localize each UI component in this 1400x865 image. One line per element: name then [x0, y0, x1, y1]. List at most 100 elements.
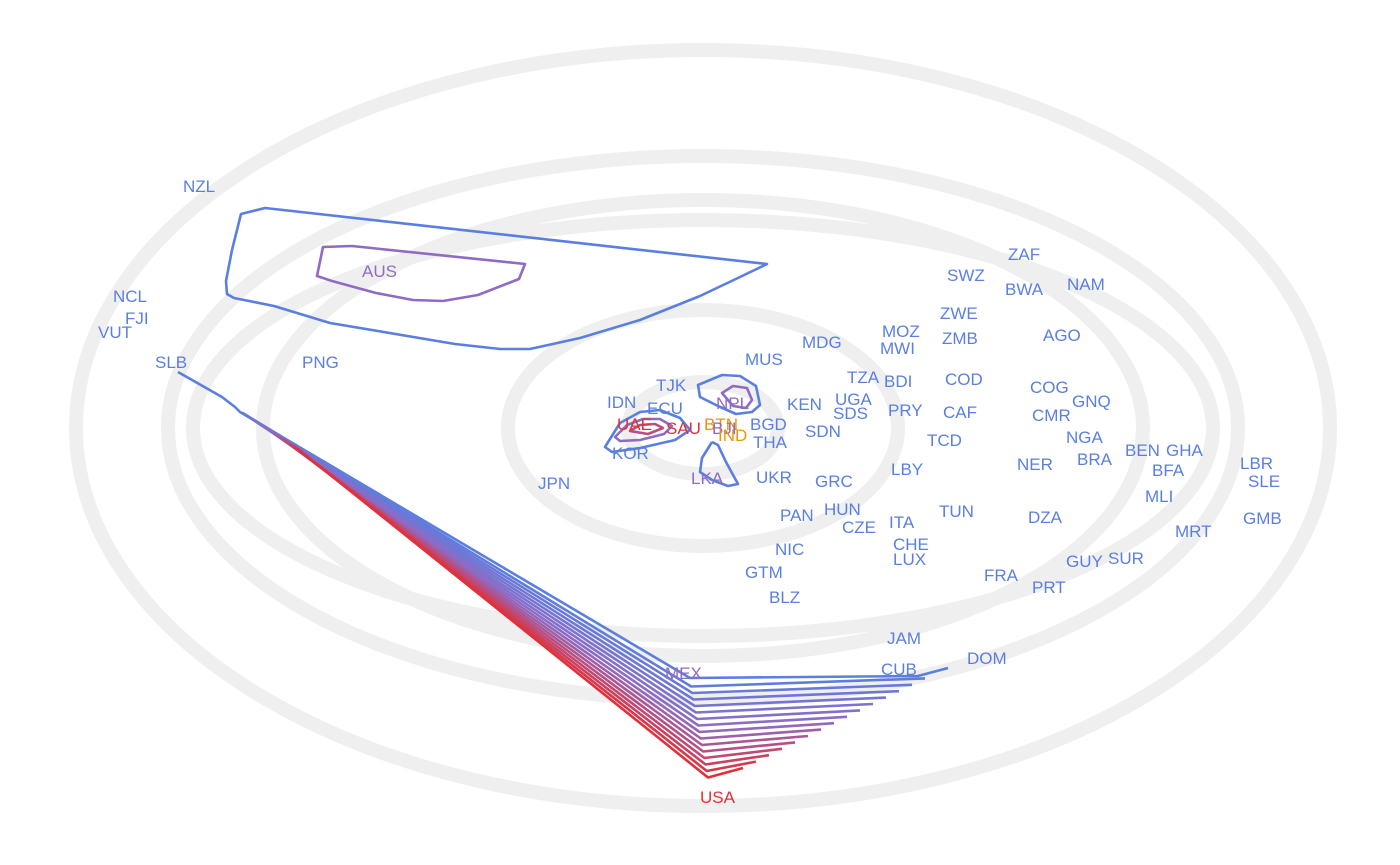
- contour-band-7: [265, 427, 848, 727]
- country-label-lby: LBY: [891, 460, 923, 479]
- country-label-bwa: BWA: [1005, 280, 1044, 299]
- country-label-sle: SLE: [1248, 472, 1280, 491]
- country-label-cmr: CMR: [1032, 406, 1071, 425]
- contour-band-5: [257, 421, 874, 714]
- contour-band-9: [273, 432, 822, 740]
- country-label-mli: MLI: [1145, 487, 1173, 506]
- ring-2: [186, 213, 1220, 643]
- contour-band-15: [297, 447, 744, 779]
- contour-band-6: [261, 424, 861, 721]
- country-label-sur: SUR: [1108, 549, 1144, 568]
- contour-oceania-outer: [224, 206, 769, 351]
- country-label-zwe: ZWE: [940, 304, 978, 323]
- country-label-ben: BEN: [1125, 441, 1160, 460]
- country-label-tjk: TJK: [656, 376, 687, 395]
- country-label-slb: SLB: [155, 353, 187, 372]
- country-label-gmb: GMB: [1243, 509, 1282, 528]
- country-label-nic: NIC: [775, 540, 804, 559]
- country-label-ind: IND: [718, 426, 747, 445]
- country-label-zmb: ZMB: [942, 329, 978, 348]
- contour-asia-3: [628, 422, 665, 436]
- country-label-uae: UAE: [617, 415, 652, 434]
- country-label-bdi: BDI: [884, 372, 912, 391]
- contour-south-asia-2: [720, 384, 754, 410]
- country-label-ago: AGO: [1043, 326, 1081, 345]
- country-label-usa: USA: [700, 788, 736, 807]
- country-label-tcd: TCD: [927, 431, 962, 450]
- country-label-cze: CZE: [842, 518, 876, 537]
- country-label-sdn: SDN: [805, 422, 841, 441]
- contour-band-4: [253, 419, 887, 708]
- contour-band-0: [177, 370, 949, 680]
- country-label-guy: GUY: [1066, 552, 1103, 571]
- contour-south-asia-1: [696, 373, 762, 416]
- country-label-pan: PAN: [780, 506, 814, 525]
- country-label-ecu: ECU: [647, 399, 683, 418]
- ring-3: [256, 193, 1150, 663]
- country-label-prt: PRT: [1032, 578, 1066, 597]
- contour-band-1: [241, 411, 926, 688]
- country-label-bfa: BFA: [1152, 461, 1185, 480]
- country-label-nam: NAM: [1067, 275, 1105, 294]
- contour-asia-1: [603, 408, 692, 454]
- country-label-vut: VUT: [98, 323, 132, 342]
- country-label-grc: GRC: [815, 472, 853, 491]
- country-label-fra: FRA: [984, 566, 1019, 585]
- country-label-che: CHE: [893, 535, 929, 554]
- country-label-mus: MUS: [745, 350, 783, 369]
- contour-oceania-inner: [315, 244, 527, 303]
- contour-lines: [177, 206, 949, 779]
- country-label-jam: JAM: [887, 629, 921, 648]
- country-label-npl: NPL: [716, 394, 749, 413]
- country-label-tun: TUN: [939, 502, 974, 521]
- country-label-caf: CAF: [943, 403, 977, 422]
- country-label-idn: IDN: [607, 393, 636, 412]
- contour-band-2: [245, 414, 913, 695]
- country-label-sds: SDS: [833, 404, 868, 423]
- contour-band-8: [269, 429, 835, 734]
- contour-band-10: [277, 434, 809, 747]
- country-label-tha: THA: [753, 433, 788, 452]
- country-label-ken: KEN: [787, 395, 822, 414]
- country-label-moz: MOZ: [882, 322, 920, 341]
- country-label-cog: COG: [1030, 378, 1069, 397]
- country-label-cod: COD: [945, 370, 983, 389]
- country-label-uga: UGA: [835, 390, 873, 409]
- country-label-png: PNG: [302, 353, 339, 372]
- country-label-zaf: ZAF: [1008, 245, 1040, 264]
- ring-0: [69, 43, 1337, 813]
- country-label-bji: BJI: [712, 419, 737, 438]
- country-label-pry: PRY: [888, 401, 923, 420]
- country-label-dza: DZA: [1028, 508, 1063, 527]
- country-label-aus: AUS: [362, 262, 397, 281]
- country-label-mwi: MWI: [880, 339, 915, 358]
- country-label-ncl: NCL: [113, 287, 147, 306]
- country-label-gtm: GTM: [745, 563, 783, 582]
- country-label-jpn: JPN: [538, 474, 570, 493]
- country-label-mrt: MRT: [1175, 522, 1212, 541]
- country-label-blz: BLZ: [769, 588, 800, 607]
- country-label-ukr: UKR: [756, 468, 792, 487]
- country-label-tza: TZA: [847, 368, 880, 387]
- country-label-nga: NGA: [1066, 428, 1104, 447]
- country-label-nzl: NZL: [183, 177, 215, 196]
- country-label-mex: MEX: [665, 664, 702, 683]
- country-label-cub: CUB: [881, 660, 917, 679]
- country-label-sau: SAU: [666, 419, 701, 438]
- country-label-fji: FJI: [125, 309, 149, 328]
- country-label-lux: LUX: [893, 550, 926, 569]
- country-label-bra: BRA: [1077, 450, 1113, 469]
- country-label-swz: SWZ: [947, 266, 985, 285]
- country-label-mdg: MDG: [802, 333, 842, 352]
- country-label-ner: NER: [1017, 455, 1053, 474]
- country-label-ita: ITA: [889, 513, 915, 532]
- contour-asia-2: [613, 417, 674, 443]
- country-label-lka: LKA: [691, 469, 724, 488]
- country-label-gnq: GNQ: [1072, 392, 1111, 411]
- contour-sri-lanka: [698, 440, 740, 488]
- contour-band-3: [249, 416, 900, 701]
- country-label-bgd: BGD: [750, 415, 787, 434]
- ring-4: [501, 303, 905, 553]
